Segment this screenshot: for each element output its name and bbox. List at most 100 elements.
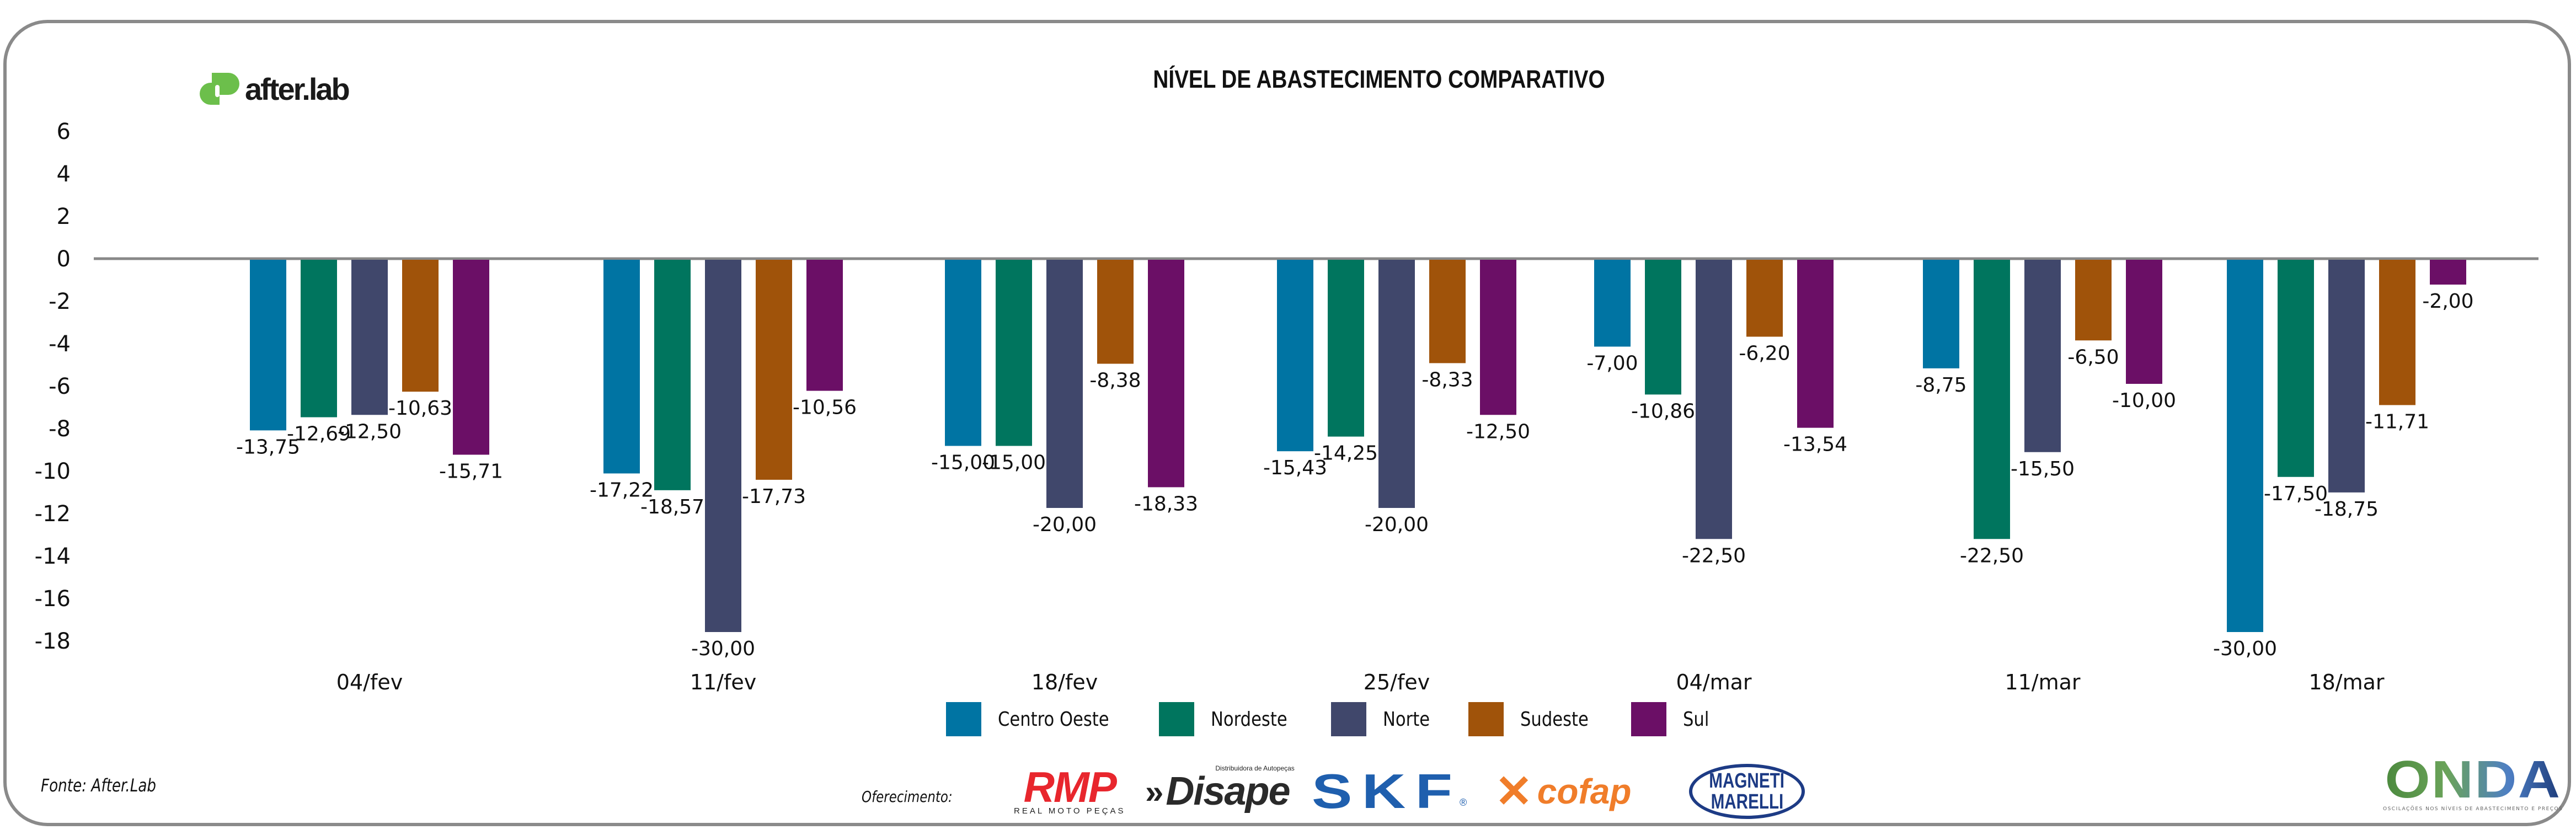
value-label: -17,22 [590,479,654,501]
bar-norte-18-mar [2328,260,2365,493]
bar-sul-18-fev [1148,260,1184,488]
sponsor-logo-magneti-marelli: MAGNETI MARELLI [1689,764,1805,819]
chart-frame [3,20,2571,826]
value-label: -8,38 [1089,370,1141,392]
bar-nordeste-04-mar [1645,260,1681,395]
registered-icon: ® [1460,796,1467,808]
cofap-chevron-icon: ✕ [1495,766,1533,817]
value-label: -14,25 [1314,442,1378,465]
value-label: -10,86 [1631,400,1695,422]
y-tick-label: -10 [35,459,71,484]
rmp-logo-tagline: REAL MOTO PEÇAS [1014,806,1126,816]
bar-centro-oeste-18-mar [2227,260,2263,632]
y-tick-label: 6 [57,119,71,144]
bar-centro-oeste-18-fev [945,260,981,446]
x-category-label: 18/mar [2308,670,2384,694]
rmp-logo-text: RMP [1023,762,1117,811]
source-note: Fonte: After.Lab [41,775,157,796]
legend: Centro Oeste Nordeste Norte Sudeste Sul [946,702,1744,737]
skf-logo-text: SKF [1312,764,1462,818]
x-category-label: 25/fev [1364,670,1430,694]
value-label: -15,71 [439,460,503,483]
legend-swatch [1468,702,1504,736]
bar-centro-oeste-04-mar [1594,260,1631,347]
value-label: -7,00 [1586,352,1638,375]
sponsor-logo-skf: SKF ® [1312,764,1467,819]
bar-nordeste-04-fev [301,260,337,418]
chart-title: NÍVEL DE ABASTECIMENTO COMPARATIVO [1153,65,1605,93]
y-tick-label: -16 [35,586,71,612]
legend-item-nordeste: Nordeste [1159,702,1301,736]
bar-sudeste-04-fev [402,260,439,392]
bar-sul-18-mar [2430,260,2466,285]
value-label: -15,00 [931,452,995,474]
onda-logo-tagline: OSCILAÇÕES NOS NÍVEIS DE ABASTECIMENTO E… [2383,806,2563,812]
y-tick-label: -2 [49,289,71,314]
legend-swatch [946,702,981,736]
value-label: -11,71 [2365,410,2429,433]
afterlab-logo-text: after.lab [245,71,350,106]
bar-norte-11-fev [705,260,741,632]
value-label: -17,73 [742,485,806,508]
value-label: -13,75 [236,436,300,458]
sponsor-logo-disape: » Disape Distribuidora de Autopeças [1145,764,1295,819]
bar-sul-04-mar [1797,260,1834,428]
value-label: -22,50 [1682,544,1746,567]
disape-logo-text: Disape Distribuidora de Autopeças [1166,764,1295,813]
value-label: -18,33 [1134,493,1198,515]
disape-logo-tagline: Distribuidora de Autopeças [1215,764,1295,772]
bar-sul-25-fev [1480,260,1516,415]
value-label: -13,54 [1783,433,1847,456]
value-label: -12,50 [338,420,402,443]
value-label: -12,69 [287,423,351,446]
legend-label: Norte [1383,708,1430,731]
bar-nordeste-11-fev [654,260,691,490]
legend-label: Sul [1683,708,1709,731]
bar-norte-11-mar [2024,260,2061,452]
sponsor-logo-rmp: RMP REAL MOTO PEÇAS [1014,764,1126,819]
value-label: -10,63 [388,397,452,420]
legend-swatch [1159,702,1195,736]
value-label: -30,00 [691,638,755,660]
value-label: -12,50 [1466,420,1530,443]
bar-sudeste-18-fev [1097,260,1134,364]
y-tick-label: -4 [49,331,71,357]
afterlab-logo: after.lab [200,69,350,108]
cofap-logo-text: cofap [1537,772,1632,811]
legend-label: Nordeste [1211,708,1287,731]
value-label: -18,57 [640,496,704,518]
value-label: -22,50 [1960,544,2024,567]
value-label: -15,43 [1263,457,1327,479]
bar-sul-11-mar [2126,260,2162,384]
bar-nordeste-18-fev [996,260,1032,446]
afterlab-logo-icon [200,73,239,105]
bar-nordeste-25-fev [1328,260,1364,437]
bar-norte-04-fev [351,260,388,415]
bar-norte-04-mar [1696,260,1732,539]
sponsor-logo-cofap: ✕ cofap [1495,764,1631,819]
bar-norte-18-fev [1046,260,1083,508]
value-label: -20,00 [1033,513,1097,536]
bar-sudeste-25-fev [1429,260,1466,363]
legend-swatch [1331,702,1367,736]
sponsored-by-label: Oferecimento: [862,788,953,806]
y-tick-label: 4 [57,162,71,187]
value-label: -20,00 [1365,513,1429,536]
bar-sudeste-11-fev [756,260,792,480]
x-category-label: 11/fev [690,670,756,694]
double-chevron-icon: » [1145,773,1164,810]
bar-sudeste-11-mar [2075,260,2112,341]
legend-item-centro-oeste: Centro Oeste [946,702,1129,736]
x-category-label: 18/fev [1032,670,1098,694]
value-label: -18,75 [2315,498,2379,521]
y-tick-label: -8 [49,416,71,442]
bar-norte-25-fev [1378,260,1415,508]
y-tick-label: 0 [57,247,71,272]
legend-item-norte: Norte [1331,702,1438,736]
bar-sul-11-fev [806,260,843,391]
value-label: -17,50 [2264,483,2328,505]
value-labels: -13,75-12,69-12,50-10,63-15,71-17,22-18,… [236,290,2474,660]
value-label: -6,20 [1739,342,1790,365]
magneti-logo-line1: MAGNETI [1709,769,1785,793]
